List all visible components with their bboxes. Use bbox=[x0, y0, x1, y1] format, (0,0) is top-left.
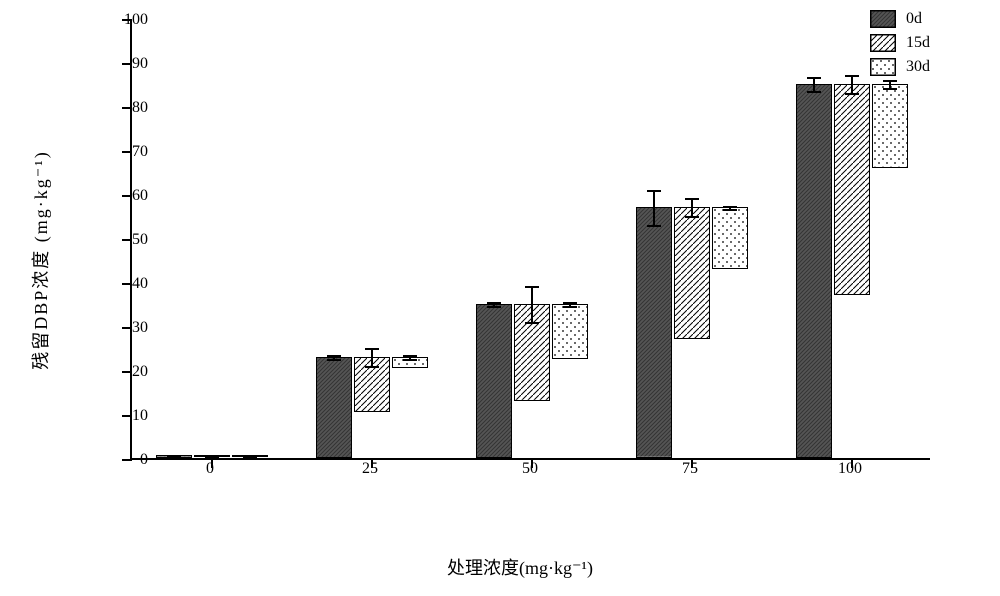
y-tick-label: 60 bbox=[108, 187, 148, 205]
error-cap bbox=[845, 93, 859, 95]
bar bbox=[872, 84, 908, 168]
x-tick-label: 100 bbox=[838, 460, 862, 478]
bar-group bbox=[152, 455, 272, 458]
error-cap bbox=[723, 209, 737, 211]
y-tick-label: 100 bbox=[108, 11, 148, 29]
error-cap bbox=[647, 190, 661, 192]
bar bbox=[552, 304, 588, 359]
error-cap bbox=[403, 355, 417, 357]
y-tick-label: 10 bbox=[108, 407, 148, 425]
bar-group bbox=[792, 84, 912, 458]
y-tick-label: 80 bbox=[108, 99, 148, 117]
error-bar bbox=[851, 76, 853, 94]
error-bar bbox=[691, 199, 693, 217]
error-cap bbox=[525, 322, 539, 324]
bar bbox=[156, 455, 192, 458]
x-axis-title: 处理浓度(mg·kg⁻¹) bbox=[447, 554, 593, 580]
error-cap bbox=[403, 359, 417, 361]
error-bar bbox=[371, 349, 373, 367]
bar bbox=[354, 357, 390, 412]
error-cap bbox=[883, 80, 897, 82]
error-cap bbox=[647, 225, 661, 227]
error-cap bbox=[327, 359, 341, 361]
bar-group bbox=[312, 357, 432, 458]
y-tick-label: 0 bbox=[108, 451, 148, 469]
error-cap bbox=[563, 306, 577, 308]
error-cap bbox=[685, 216, 699, 218]
y-tick-label: 50 bbox=[108, 231, 148, 249]
bar bbox=[194, 455, 230, 457]
bar bbox=[674, 207, 710, 339]
dbp-bar-chart: 0d 15d 30d 残留DBP浓度 (mg·kg⁻¹) 处理浓度(mg·kg⁻… bbox=[80, 10, 960, 510]
bar-group bbox=[472, 304, 592, 458]
error-cap bbox=[487, 302, 501, 304]
bar bbox=[712, 207, 748, 269]
y-tick-label: 30 bbox=[108, 319, 148, 337]
bar bbox=[232, 455, 268, 457]
error-cap bbox=[205, 456, 219, 458]
error-cap bbox=[685, 198, 699, 200]
y-axis-title: 残留DBP浓度 (mg·kg⁻¹) bbox=[27, 150, 53, 369]
bar-group bbox=[632, 207, 752, 458]
y-tick-label: 90 bbox=[108, 55, 148, 73]
bar bbox=[476, 304, 512, 458]
error-cap bbox=[327, 355, 341, 357]
error-cap bbox=[807, 91, 821, 93]
error-bar bbox=[653, 191, 655, 226]
error-cap bbox=[365, 348, 379, 350]
error-cap bbox=[525, 286, 539, 288]
error-cap bbox=[883, 88, 897, 90]
y-tick-label: 40 bbox=[108, 275, 148, 293]
x-tick-label: 75 bbox=[682, 460, 698, 478]
error-cap bbox=[487, 306, 501, 308]
bar bbox=[796, 84, 832, 458]
error-cap bbox=[807, 77, 821, 79]
x-tick-label: 0 bbox=[206, 460, 214, 478]
x-tick-label: 50 bbox=[522, 460, 538, 478]
error-cap bbox=[845, 75, 859, 77]
y-tick-label: 20 bbox=[108, 363, 148, 381]
bar bbox=[514, 304, 550, 401]
bar bbox=[834, 84, 870, 295]
error-cap bbox=[563, 302, 577, 304]
bar bbox=[392, 357, 428, 368]
bar bbox=[316, 357, 352, 458]
error-bar bbox=[531, 287, 533, 322]
error-cap bbox=[243, 456, 257, 458]
bar bbox=[636, 207, 672, 458]
y-tick-label: 70 bbox=[108, 143, 148, 161]
plot-area bbox=[130, 20, 930, 460]
x-tick-label: 25 bbox=[362, 460, 378, 478]
error-cap bbox=[365, 366, 379, 368]
error-cap bbox=[167, 456, 181, 458]
